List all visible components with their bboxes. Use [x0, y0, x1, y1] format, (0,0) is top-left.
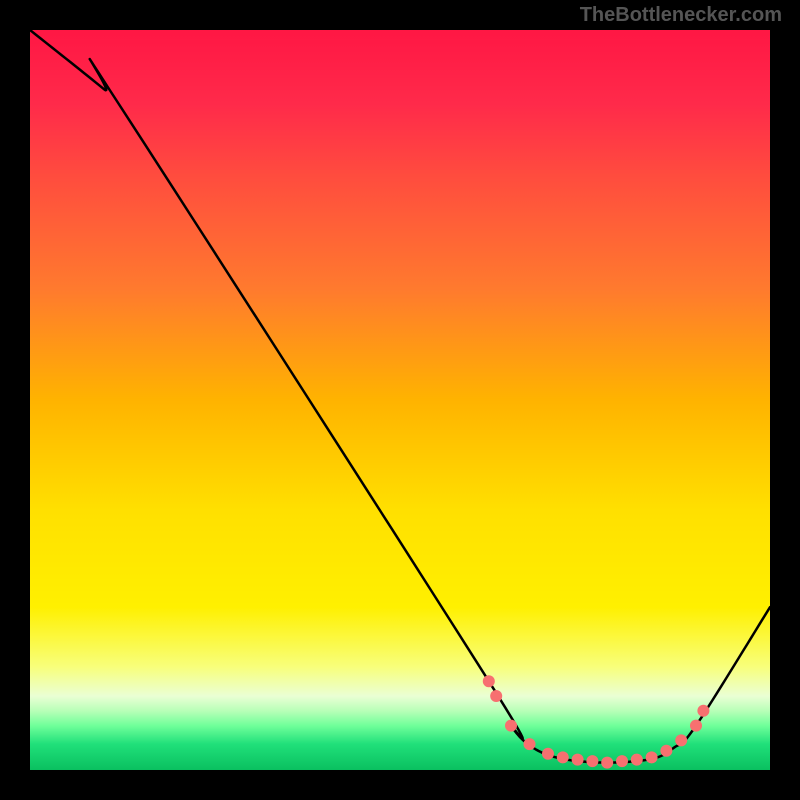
watermark-text: TheBottlenecker.com	[580, 4, 782, 27]
gradient-background	[30, 30, 770, 770]
plot-area	[30, 30, 770, 770]
